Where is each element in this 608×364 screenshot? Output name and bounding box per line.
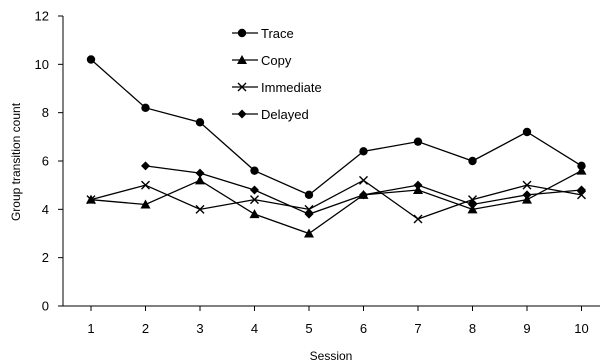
x-tick-label: 3: [196, 321, 203, 336]
data-point-immediate: [141, 180, 150, 190]
data-point-delayed: [468, 200, 477, 209]
legend-label-delayed: Delayed: [261, 107, 309, 122]
series-delayed: [141, 161, 586, 219]
data-point-trace: [250, 166, 259, 175]
data-point-immediate: [577, 190, 586, 200]
legend-item-delayed: Delayed: [232, 107, 309, 122]
series-line-copy: [90, 170, 582, 235]
y-tick-label: 4: [42, 202, 49, 217]
y-tick-label: 10: [35, 57, 49, 72]
legend-label-trace: Trace: [261, 26, 294, 41]
x-tick-label: 10: [574, 321, 588, 336]
data-point-trace: [522, 127, 532, 137]
x-ticks: 1 2 3 4 5 6 7 8 9 10: [87, 306, 589, 336]
data-point-trace: [413, 137, 423, 146]
x-tick-label: 7: [414, 321, 421, 336]
data-point-immediate: [195, 204, 205, 214]
y-tick-label: 12: [35, 9, 49, 24]
legend-label-copy: Copy: [261, 53, 292, 68]
data-point-copy: [195, 175, 205, 185]
x-tick-label: 1: [87, 321, 94, 336]
x-tick-label: 5: [305, 321, 312, 336]
data-point-trace: [86, 55, 96, 64]
data-point-immediate: [250, 195, 259, 205]
x-axis-title: Session: [310, 349, 353, 363]
data-point-immediate: [522, 180, 532, 190]
data-point-immediate: [304, 204, 314, 214]
y-axis-title: Group transition count: [9, 102, 23, 221]
legend-marker-immediate: [237, 82, 247, 92]
legend-marker-trace: [237, 28, 247, 38]
series-layer: [86, 55, 587, 238]
legend-label-immediate: Immediate: [261, 80, 322, 95]
series-line-trace: [90, 59, 582, 196]
data-point-delayed: [577, 185, 586, 195]
axes: [62, 16, 600, 307]
legend-item-trace: Trace: [232, 26, 294, 41]
legend-item-immediate: Immediate: [232, 80, 322, 95]
y-tick-label: 8: [42, 105, 49, 120]
data-point-immediate: [359, 175, 368, 185]
data-point-delayed: [413, 180, 423, 190]
x-tick-label: 9: [523, 321, 530, 336]
data-point-immediate: [468, 195, 477, 205]
data-point-immediate: [413, 214, 423, 224]
data-point-delayed: [141, 161, 150, 171]
data-point-delayed: [522, 190, 532, 200]
data-point-trace: [195, 118, 205, 127]
x-tick-label: 2: [142, 321, 149, 336]
data-point-trace: [304, 190, 314, 200]
data-point-copy: [304, 228, 314, 238]
series-line-immediate: [90, 179, 582, 220]
data-point-delayed: [304, 209, 314, 219]
data-point-delayed: [195, 168, 205, 178]
legend-marker-copy: [237, 55, 247, 64]
data-point-copy: [249, 209, 260, 219]
legend: Trace Copy Immediate Delayed: [232, 26, 322, 122]
data-point-trace: [141, 103, 150, 113]
x-tick-label: 4: [251, 321, 258, 336]
data-point-copy: [140, 199, 151, 209]
data-point-trace: [359, 147, 368, 156]
series-immediate: [86, 175, 586, 224]
y-ticks: 0 2 4 6 8 10 12: [35, 9, 63, 314]
y-tick-label: 6: [42, 154, 49, 169]
data-point-delayed: [250, 185, 259, 195]
x-tick-label: 6: [360, 321, 367, 336]
data-point-delayed: [359, 190, 368, 200]
series-copy: [86, 165, 587, 238]
data-point-copy: [576, 165, 587, 175]
series-trace: [86, 55, 586, 200]
legend-item-copy: Copy: [232, 53, 292, 68]
data-point-trace: [468, 156, 477, 166]
y-tick-label: 0: [42, 299, 49, 314]
data-point-immediate: [86, 195, 96, 205]
legend-marker-delayed: [237, 109, 247, 119]
x-tick-label: 8: [469, 321, 476, 336]
y-tick-label: 2: [42, 250, 49, 265]
